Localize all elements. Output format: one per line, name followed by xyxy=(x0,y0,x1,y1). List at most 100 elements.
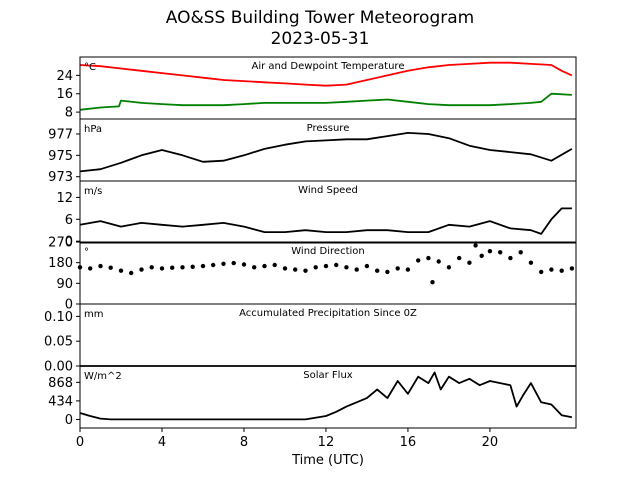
data-point xyxy=(518,250,523,255)
x-tick-label: 8 xyxy=(240,435,248,450)
panel-unit-label: ° xyxy=(84,247,89,258)
panel-1: 8 16 24 °C Air and Dewpoint Temperature xyxy=(56,56,577,121)
data-point xyxy=(385,269,390,275)
y-tick-label: 8 xyxy=(65,106,73,121)
panel-frame xyxy=(79,180,577,244)
data-point xyxy=(303,268,308,273)
x-tick-label: 0 xyxy=(76,435,84,450)
data-point xyxy=(180,265,185,270)
data-point xyxy=(426,255,431,261)
data-point xyxy=(108,265,113,270)
data-point xyxy=(159,266,165,271)
data-point xyxy=(313,265,318,270)
data-point xyxy=(528,260,534,265)
data-point xyxy=(498,250,503,255)
data-point xyxy=(149,265,154,270)
data-point xyxy=(457,255,462,261)
data-point xyxy=(569,266,575,271)
y-tick-label: 434 xyxy=(48,394,73,409)
data-point xyxy=(211,262,216,268)
panel-unit-label: W/m^2 xyxy=(84,371,122,382)
data-point xyxy=(549,267,554,272)
data-point xyxy=(170,265,175,270)
panel-unit-label: hPa xyxy=(84,124,102,135)
y-tick-label: 0.05 xyxy=(44,335,73,350)
data-point xyxy=(221,261,226,266)
x-axis-label: Time (UTC) xyxy=(292,453,364,468)
series-line-1 xyxy=(79,371,573,421)
data-point xyxy=(539,269,544,275)
y-tick-label: 975 xyxy=(48,149,73,164)
data-point xyxy=(354,267,359,272)
data-point xyxy=(395,266,400,271)
data-point xyxy=(323,263,329,269)
y-tick-label: 270 xyxy=(48,236,73,251)
data-point xyxy=(405,267,411,272)
chart-subtitle: 2023-05-31 xyxy=(270,29,370,49)
data-point xyxy=(467,260,472,265)
y-tick-label: 868 xyxy=(48,376,73,391)
panel-title: Pressure xyxy=(307,123,350,134)
panel-2: 973 975 977 hPa Pressure xyxy=(48,118,577,185)
y-tick-label: 90 xyxy=(56,277,73,292)
x-tick-label: 4 xyxy=(158,435,166,450)
data-point xyxy=(118,268,124,273)
y-tick-label: 0 xyxy=(65,413,73,428)
data-point xyxy=(416,258,421,263)
data-point xyxy=(241,262,247,267)
data-point xyxy=(98,263,103,269)
panel-unit-label: °C xyxy=(84,62,96,73)
data-point xyxy=(559,268,564,273)
data-point xyxy=(436,259,441,264)
panel-title: Accumulated Precipitation Since 0Z xyxy=(239,308,417,319)
data-point xyxy=(139,267,144,272)
data-point xyxy=(430,280,435,285)
x-tick-label: 20 xyxy=(482,435,499,450)
figure-title: AO&SS Building Tower Meteorogram 2023-05… xyxy=(0,8,640,50)
y-tick-label: 0.10 xyxy=(44,310,73,325)
panel-unit-label: mm xyxy=(84,309,103,320)
data-point xyxy=(334,262,339,268)
data-point xyxy=(252,265,257,270)
y-tick-label: 16 xyxy=(56,87,73,102)
y-tick-label: 0 xyxy=(65,235,73,250)
panel-3: 0 6 12 m/s Wind Speed xyxy=(56,180,577,250)
series-line-2 xyxy=(79,92,572,111)
panel-unit-label: m/s xyxy=(84,186,102,197)
y-tick-label: 180 xyxy=(48,256,73,271)
y-tick-label: 977 xyxy=(48,127,73,142)
panel-title: Wind Direction xyxy=(291,246,365,257)
data-point xyxy=(129,270,134,276)
series-line-1 xyxy=(79,61,573,87)
y-tick-label: 973 xyxy=(48,170,73,185)
x-tick-label: 12 xyxy=(318,435,335,450)
panel-title: Wind Speed xyxy=(298,185,358,196)
y-tick-label: 0.00 xyxy=(44,360,73,375)
data-point xyxy=(487,249,493,254)
panel-5: 0.00 0.05 0.10 mm Accumulated Precipitation … xyxy=(44,303,577,375)
chart-title: AO&SS Building Tower Meteorogram xyxy=(165,8,475,28)
panel-4: 0 90 180 270 ° Wind Direction xyxy=(48,236,577,313)
data-point xyxy=(262,263,267,269)
data-point xyxy=(508,255,513,261)
y-tick-label: 24 xyxy=(56,69,73,84)
data-point xyxy=(479,253,484,258)
data-point xyxy=(231,260,236,266)
data-point xyxy=(344,265,349,270)
data-point xyxy=(88,266,93,271)
data-point xyxy=(293,267,298,272)
data-point xyxy=(200,263,206,269)
series-line-1 xyxy=(79,131,573,173)
series-line-1 xyxy=(79,207,572,235)
panel-title: Air and Dewpoint Temperature xyxy=(252,61,405,72)
data-point xyxy=(272,262,277,268)
y-tick-label: 6 xyxy=(65,213,73,228)
x-tick-label: 16 xyxy=(400,435,417,450)
panel-frame xyxy=(79,365,577,429)
data-point xyxy=(473,243,478,248)
y-tick-label: 12 xyxy=(56,191,73,206)
panel-title: Solar Flux xyxy=(303,370,353,381)
data-point xyxy=(375,268,380,273)
data-point xyxy=(190,264,195,269)
